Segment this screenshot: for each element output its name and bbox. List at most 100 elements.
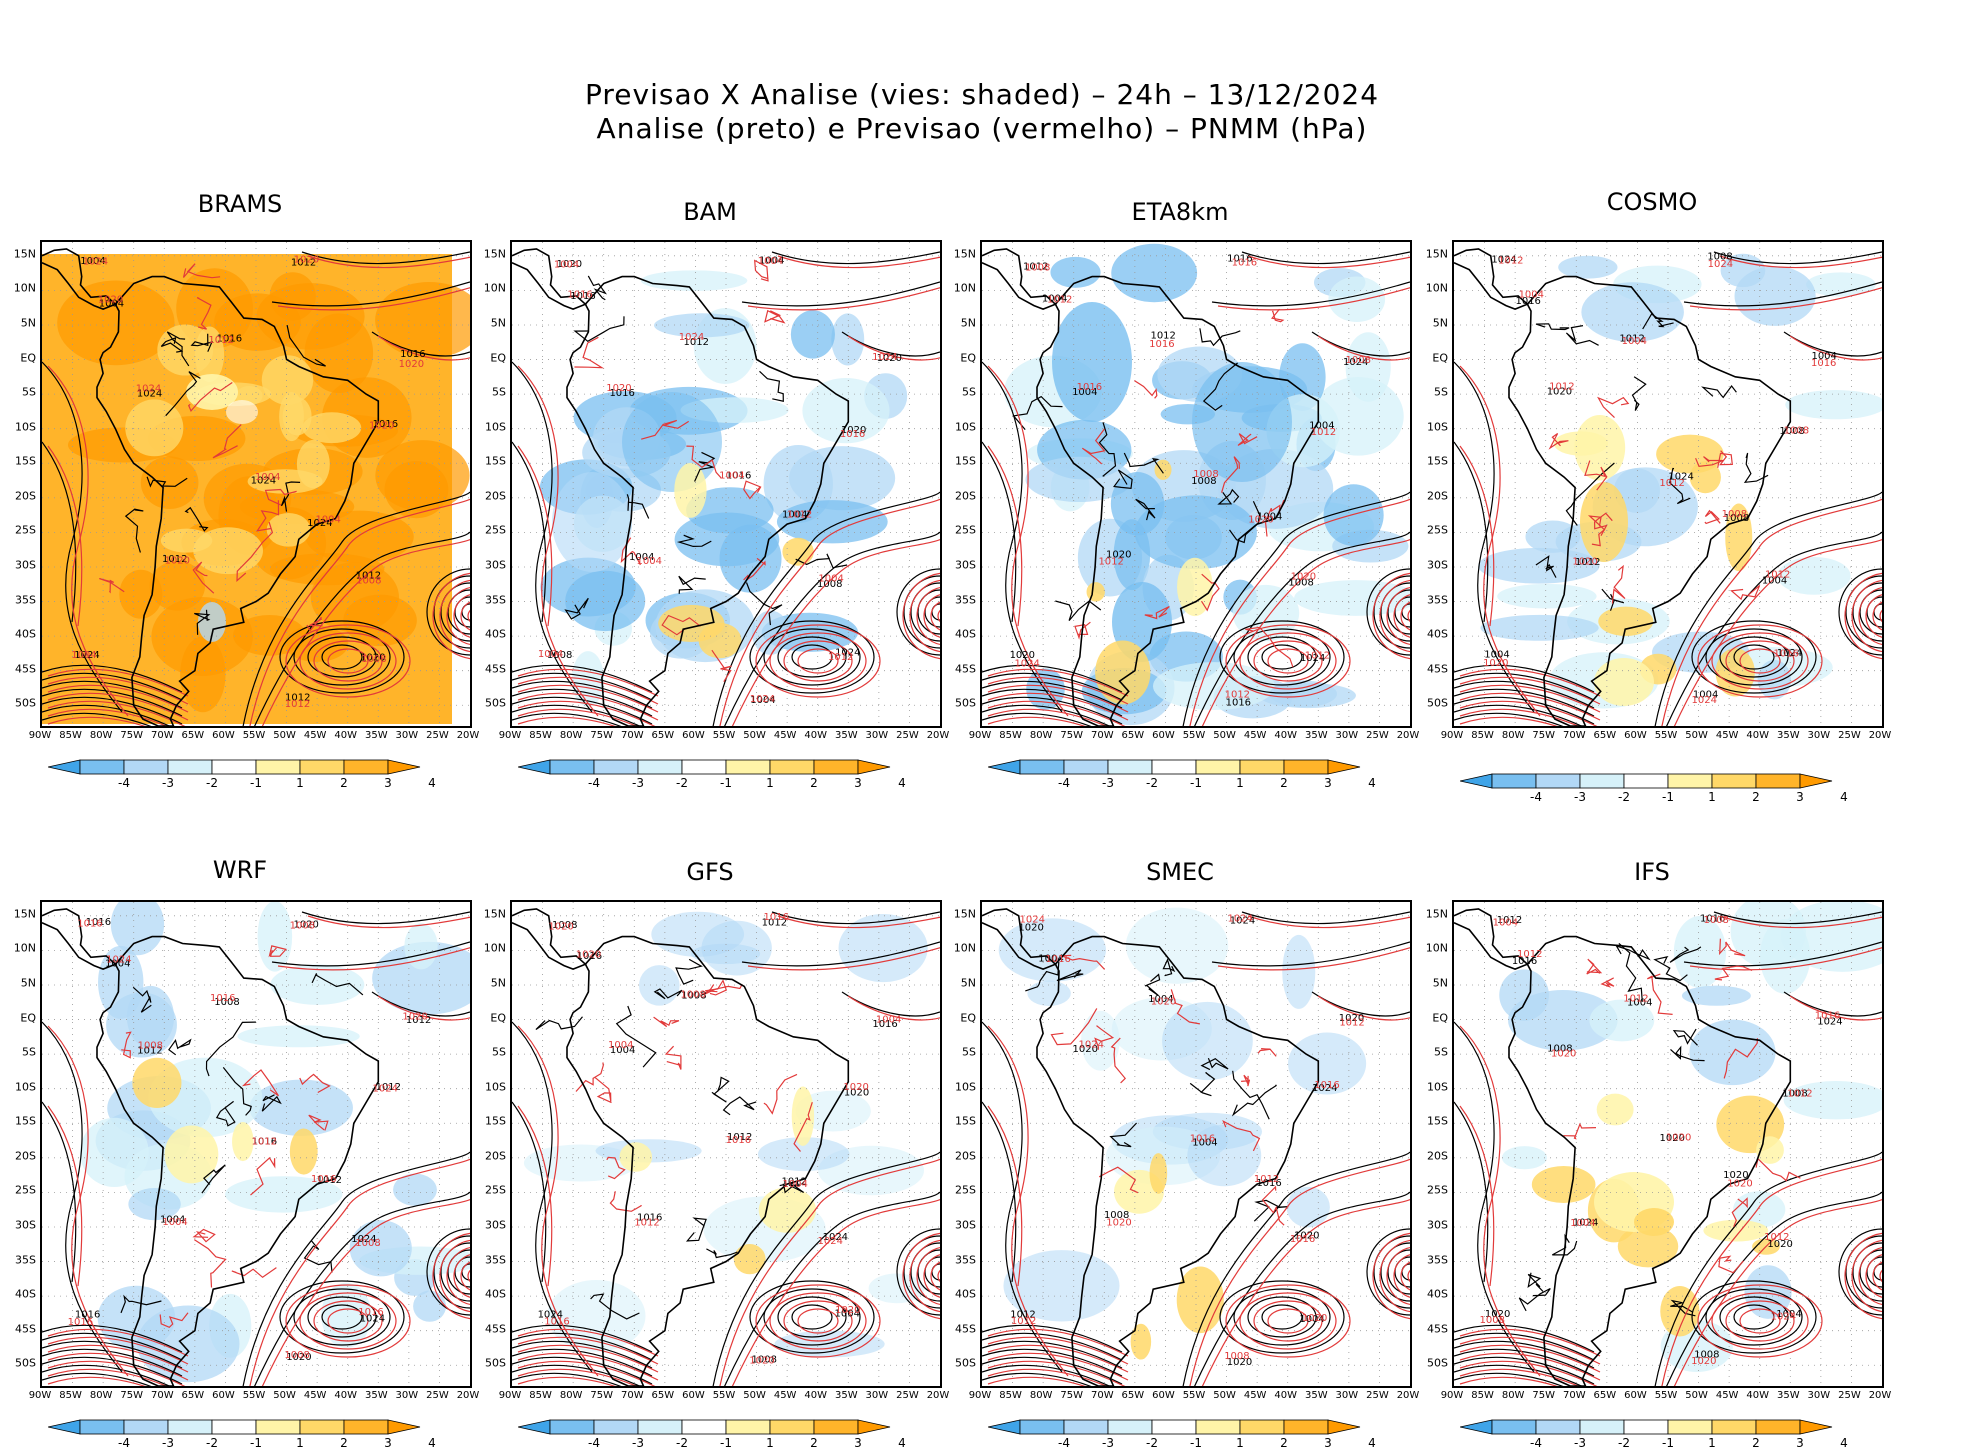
map-frame: 1008 1012 1008 1004 1012 1012 1024 1004 1008 1024…	[510, 900, 942, 1388]
colorbar-label: 4	[428, 1436, 436, 1450]
lat-tick-label: 5S	[1434, 1045, 1448, 1059]
colorbar-label: 3	[1796, 1436, 1804, 1450]
lat-tick-label: 5N	[1432, 316, 1448, 330]
colorbar-segment	[1623, 773, 1669, 789]
lat-tick-label: 40S	[15, 627, 36, 641]
map-canvas: 1012 101610041008102010201020100410081020…	[1454, 902, 1882, 1386]
contour-label: 1016	[544, 1317, 569, 1328]
contour-label: 1016	[1227, 254, 1252, 265]
colorbar-segment	[637, 759, 683, 775]
colorbar-segment	[1195, 1419, 1241, 1435]
lon-tick-label: 20W	[1868, 1390, 1892, 1401]
contour-label: 1004	[554, 259, 579, 270]
contour-label: 1020	[1339, 1013, 1364, 1024]
lon-tick-label: 40W	[1746, 1390, 1770, 1401]
lon-tick-label: 25W	[1838, 1390, 1861, 1401]
lat-tick-label: 15N	[1425, 247, 1448, 261]
colorbar-segment	[1667, 773, 1713, 789]
colorbar-label: 4	[898, 1436, 906, 1450]
contour-label: 1008	[1707, 251, 1732, 262]
lat-tick-label: 30S	[15, 558, 36, 572]
lat-tick-label: 25S	[1427, 523, 1448, 537]
contour-label: 1004	[1148, 994, 1173, 1005]
contour-label: 1004	[758, 256, 783, 267]
contour-label: 1004	[1776, 1309, 1801, 1320]
contour-label: 1008	[1191, 476, 1216, 487]
colorbar-segment	[1239, 1419, 1285, 1435]
colorbar-label: -1	[720, 776, 732, 790]
forecast-contours	[987, 915, 1410, 1386]
contour-label: 1016	[1512, 956, 1537, 967]
lat-tick-label: 10S	[955, 1080, 976, 1094]
lon-tick-label: 60W	[1624, 1390, 1647, 1401]
lon-tick-label: 40W	[1274, 1390, 1298, 1401]
contour-label: 1020	[1151, 997, 1176, 1008]
lon-tick-label: 65W	[651, 730, 675, 741]
contour-label: 1008	[1724, 513, 1749, 524]
lat-tick-label: 50S	[1427, 1356, 1448, 1370]
contour-label: 1008	[284, 1350, 309, 1361]
bias-shading	[1478, 253, 1882, 709]
contour-label: 1024	[1079, 1039, 1104, 1050]
map-canvas: 1020102410041020100410161020100410201012…	[982, 902, 1410, 1386]
colorbar-label: -3	[1574, 790, 1586, 804]
colorbar-segment	[299, 1419, 345, 1435]
lon-tick-label: 85W	[529, 730, 552, 741]
map-panel-eta8km: ETA8km 1012 1016 1012 1004 1008 1004 1008 1024 10…	[954, 192, 1420, 790]
panel-title: GFS	[686, 858, 734, 886]
contour-label: 1016	[567, 290, 592, 301]
lon-tick-label: 90W	[1440, 730, 1464, 741]
lat-tick-label: 40S	[15, 1287, 36, 1301]
colorbar-label: -4	[118, 776, 130, 790]
contour-label: 1008	[355, 1238, 380, 1249]
lon-tick-label: 50W	[1685, 1390, 1708, 1401]
colorbar-segment	[387, 759, 421, 775]
map-canvas: 1024 100810121020102410081004102410041004…	[1454, 242, 1882, 726]
contour-label: 1004	[1493, 918, 1518, 929]
colorbar-segment	[1799, 773, 1833, 789]
contour-label: 1020	[835, 1305, 860, 1316]
contour-label: 1004	[315, 515, 340, 526]
contour-label: 1012	[137, 1046, 162, 1057]
colorbar-segment	[549, 759, 595, 775]
lon-tick-label: 25W	[426, 730, 449, 741]
contour-label: 1016	[358, 1307, 383, 1318]
longitude-labels: 90W 85W 80W 75W 70W 65W 60W 55W 50W 45W 40W 35W 30W 2…	[1441, 1390, 1892, 1404]
colorbar-segment	[1327, 1419, 1361, 1435]
colorbar-segment	[1535, 773, 1581, 789]
colorbar-segment	[725, 759, 771, 775]
contour-label: 1012	[1575, 557, 1600, 568]
lon-tick-label: 50W	[273, 730, 296, 741]
contour-label: 1016	[373, 419, 398, 430]
longitude-labels: 90W 85W 80W 75W 70W 65W 60W 55W 50W 45W 40W 35W 30W 2…	[499, 1390, 950, 1404]
colorbar-label: 4	[1368, 776, 1376, 790]
colorbar-label: -2	[676, 1436, 688, 1450]
lon-tick-label: 45W	[773, 1390, 797, 1401]
contour-label: 1024	[74, 650, 99, 661]
lon-tick-label: 40W	[1274, 730, 1298, 741]
contour-label: 1016	[609, 388, 634, 399]
contour-label: 1004	[1042, 293, 1067, 304]
lat-tick-label: 5N	[20, 316, 36, 330]
lat-tick-label: 15N	[953, 907, 976, 921]
contour-label: 1024	[538, 1309, 563, 1320]
map-frame: 1016 1020 1008 1012 1016 1012 1024 1024 1020 1016…	[40, 900, 472, 1388]
lat-tick-label: 5N	[490, 316, 506, 330]
contour-label: 1008	[1104, 1210, 1129, 1221]
colorbar-segment	[123, 1419, 169, 1435]
lon-tick-label: 60W	[682, 730, 705, 741]
lat-tick-label: 20S	[955, 489, 976, 503]
lon-tick-label: 75W	[120, 1390, 144, 1401]
lon-tick-label: 35W	[1304, 1390, 1328, 1401]
colorbar-label: 1	[296, 1436, 304, 1450]
lon-tick-label: 55W	[1654, 1390, 1678, 1401]
contour-labels: 1008 101210081004101210121024100410081024…	[538, 912, 902, 1367]
contour-label: 1012	[781, 1176, 806, 1187]
colorbar-segment	[1327, 759, 1361, 775]
map-panel-wrf: WRF 1016 1020 1008 1012 1016 1012 1024 1024 1020 1…	[14, 852, 480, 1450]
analysis-contours	[1454, 911, 1882, 1386]
contour-label: 1016	[210, 993, 235, 1004]
contour-label: 1012	[1764, 1232, 1789, 1243]
lon-tick-label: 85W	[1471, 1390, 1494, 1401]
lat-tick-label: 25S	[955, 1183, 976, 1197]
